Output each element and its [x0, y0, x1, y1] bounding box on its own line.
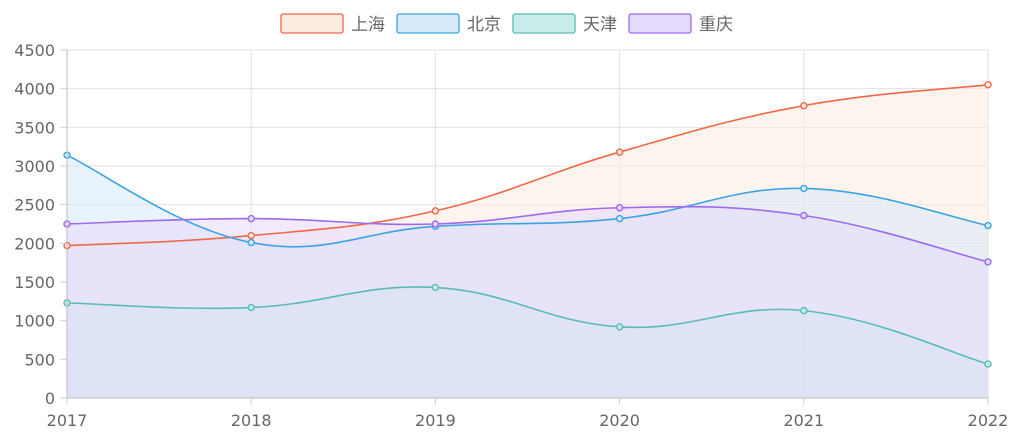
legend-label: 上海 [351, 15, 385, 35]
x-axis-ticks: 2017 2018 2019 2020 2021 2022 [47, 411, 1009, 430]
data-point[interactable] [247, 238, 255, 247]
data-point[interactable] [431, 220, 440, 228]
series-area-3 [67, 206, 988, 398]
data-point[interactable] [431, 207, 440, 215]
y-tick-label: 2000 [14, 234, 55, 253]
x-tick-label: 2021 [783, 411, 824, 430]
legend-item-3[interactable]: 重庆 [628, 13, 733, 35]
legend-swatch [512, 13, 576, 34]
y-tick-label: 4000 [14, 80, 55, 99]
data-point[interactable] [247, 303, 255, 312]
legend-swatch [396, 13, 460, 34]
legend-item-1[interactable]: 北京 [396, 13, 501, 35]
legend-label: 重庆 [699, 15, 733, 35]
data-point[interactable] [247, 214, 255, 223]
legend-swatch [628, 13, 692, 34]
legend-swatch [280, 13, 344, 34]
y-tick-label: 4500 [14, 41, 55, 60]
axes [60, 49, 989, 405]
y-tick-label: 1500 [14, 273, 55, 292]
data-point[interactable] [984, 258, 992, 266]
legend-item-2[interactable]: 天津 [512, 13, 617, 35]
legend-label: 北京 [467, 15, 501, 35]
data-point[interactable] [984, 360, 992, 368]
series-line-2 [66, 286, 989, 365]
x-tick-label: 2017 [47, 411, 88, 430]
series-line-1 [66, 154, 989, 248]
legend: 上海 北京 天津 重庆 [280, 13, 733, 35]
y-tick-label: 1000 [14, 312, 55, 331]
data-point[interactable] [800, 101, 808, 110]
data-point[interactable] [615, 204, 624, 212]
x-tick-label: 2019 [415, 411, 456, 430]
data-point[interactable] [800, 184, 808, 193]
legend-item-0[interactable]: 上海 [280, 13, 385, 35]
y-tick-label: 0 [45, 389, 55, 408]
x-tick-label: 2022 [968, 411, 1009, 430]
series-areas [67, 84, 988, 399]
series-lines [66, 84, 989, 365]
data-point[interactable] [800, 211, 808, 220]
y-tick-label: 2500 [14, 196, 55, 215]
y-axis-ticks: 0 500 1000 1500 2000 2500 3000 3500 4000 4500 [14, 41, 55, 408]
data-point[interactable] [615, 214, 624, 223]
data-point[interactable] [984, 221, 992, 230]
data-point[interactable] [247, 231, 255, 240]
data-point[interactable] [615, 148, 624, 156]
y-tick-label: 3000 [14, 157, 55, 176]
y-tick-label: 3500 [14, 118, 55, 137]
data-point[interactable] [984, 81, 992, 89]
legend-label: 天津 [583, 15, 617, 35]
y-tick-label: 500 [24, 350, 55, 369]
data-point[interactable] [800, 306, 808, 315]
data-point[interactable] [431, 283, 440, 292]
data-point[interactable] [615, 323, 624, 331]
x-tick-label: 2018 [231, 411, 272, 430]
series-line-0 [66, 84, 989, 247]
series-line-3 [66, 205, 989, 263]
x-tick-label: 2020 [599, 411, 640, 430]
